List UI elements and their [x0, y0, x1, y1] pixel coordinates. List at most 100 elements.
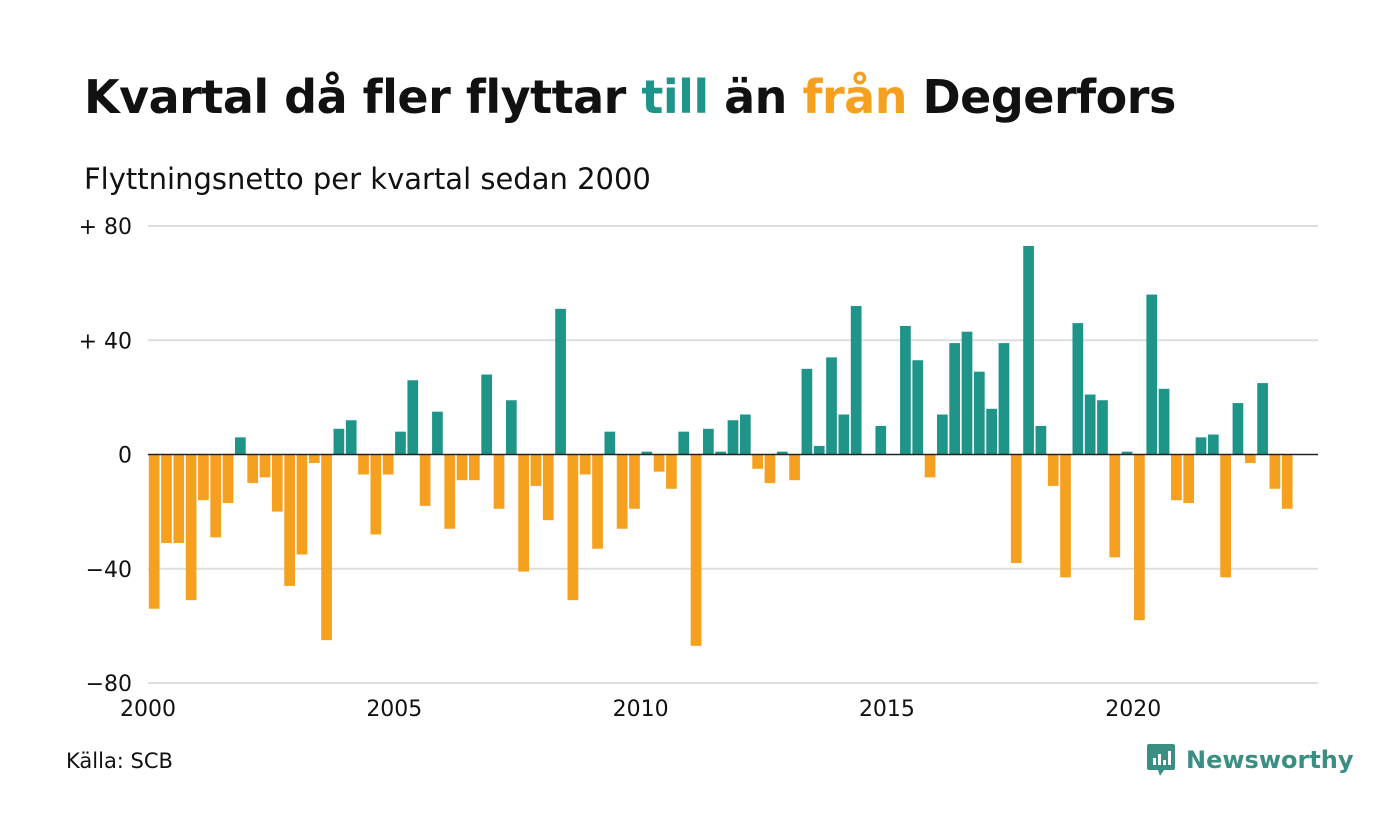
bar — [1269, 454, 1281, 489]
bar — [210, 454, 222, 538]
bar — [912, 360, 924, 455]
grid-lines — [148, 225, 1318, 684]
chart-title: Kvartal då fler flyttar till än från Deg… — [84, 70, 1176, 124]
bar — [973, 371, 985, 455]
bar — [161, 454, 172, 544]
x-axis-tick-labels: 2000 2005 2010 2015 2020 — [120, 697, 1161, 722]
y-axis-tick-labels: + 80 + 40 0 −40 −80 — [79, 215, 132, 697]
bar — [222, 454, 234, 504]
bar — [1134, 454, 1145, 621]
bar — [629, 454, 640, 509]
bar — [259, 454, 271, 478]
bar — [875, 425, 887, 455]
bar — [505, 400, 517, 455]
bar — [382, 454, 394, 475]
bar — [518, 454, 529, 572]
bar — [542, 454, 554, 521]
title-part-3: Degerfors — [906, 70, 1176, 124]
bar — [641, 451, 653, 455]
bar — [469, 454, 480, 481]
source-note: Källa: SCB — [66, 749, 173, 773]
bar — [986, 408, 997, 455]
bar — [1171, 454, 1182, 501]
bar — [407, 380, 419, 455]
bar — [1146, 294, 1158, 455]
bar — [493, 454, 505, 509]
bar-chart: + 80 + 40 0 −40 −80 2000 2005 2010 2015 2020 — [79, 215, 1318, 722]
bar — [530, 454, 542, 486]
newsworthy-logo-icon — [1147, 744, 1175, 776]
bar — [1035, 425, 1047, 455]
bar — [555, 308, 566, 455]
x-tick-label: 2000 — [120, 697, 176, 722]
chart-subtitle: Flyttningsnetto per kvartal sedan 2000 — [84, 162, 651, 196]
bar — [1158, 388, 1170, 455]
bar — [1060, 454, 1071, 578]
bar — [1010, 454, 1022, 564]
bar — [1072, 323, 1084, 455]
bar — [949, 343, 961, 455]
title-part-1: Kvartal då fler flyttar — [84, 70, 642, 124]
bar — [838, 414, 850, 455]
bar — [333, 428, 345, 455]
x-tick-label: 2005 — [366, 697, 422, 722]
bar — [271, 454, 283, 512]
bar — [961, 331, 973, 455]
bar — [1244, 454, 1256, 464]
bar — [579, 454, 591, 475]
bar — [370, 454, 382, 535]
bar — [715, 451, 727, 455]
newsworthy-logo-text: Newsworthy — [1186, 746, 1354, 774]
bar — [1257, 383, 1268, 455]
bar — [1047, 454, 1059, 486]
bar — [481, 374, 493, 455]
bar — [703, 428, 714, 455]
bar — [1183, 454, 1195, 504]
x-tick-label: 2010 — [613, 697, 669, 722]
bar — [850, 305, 862, 455]
bar — [937, 414, 948, 455]
bar — [616, 454, 628, 529]
bar — [1109, 454, 1121, 558]
bar — [900, 325, 911, 455]
title-word-till: till — [641, 70, 709, 124]
bar — [173, 454, 185, 544]
bar — [1097, 400, 1108, 455]
bar — [358, 454, 369, 475]
bar — [395, 431, 406, 455]
y-tick-label: −40 — [86, 558, 132, 583]
bar — [148, 454, 160, 609]
bar — [1121, 451, 1133, 455]
bar — [321, 454, 332, 641]
bar — [185, 454, 197, 601]
bar — [1195, 437, 1207, 455]
y-tick-label: 0 — [118, 444, 132, 469]
bar — [1023, 245, 1034, 455]
bar — [567, 454, 579, 601]
bar — [998, 343, 1010, 455]
bar — [752, 454, 763, 469]
bar — [826, 357, 837, 455]
bar — [678, 431, 690, 455]
bar — [1232, 403, 1244, 455]
title-word-fran: från — [802, 70, 907, 124]
y-tick-label: −80 — [86, 672, 132, 697]
bar — [1207, 434, 1219, 455]
bar — [924, 454, 936, 478]
bar — [764, 454, 776, 484]
bar — [284, 454, 295, 586]
bar — [456, 454, 468, 481]
newsworthy-logo: Newsworthy — [1146, 742, 1354, 778]
bar — [432, 411, 443, 455]
x-tick-label: 2020 — [1105, 697, 1161, 722]
bar — [1220, 454, 1231, 578]
bar — [198, 454, 209, 501]
bar — [604, 431, 616, 455]
bar — [739, 414, 751, 455]
y-tick-label: + 80 — [79, 215, 132, 240]
x-tick-label: 2015 — [859, 697, 915, 722]
bar — [247, 454, 259, 484]
bar — [801, 368, 813, 455]
bar — [296, 454, 308, 555]
bar — [444, 454, 456, 529]
